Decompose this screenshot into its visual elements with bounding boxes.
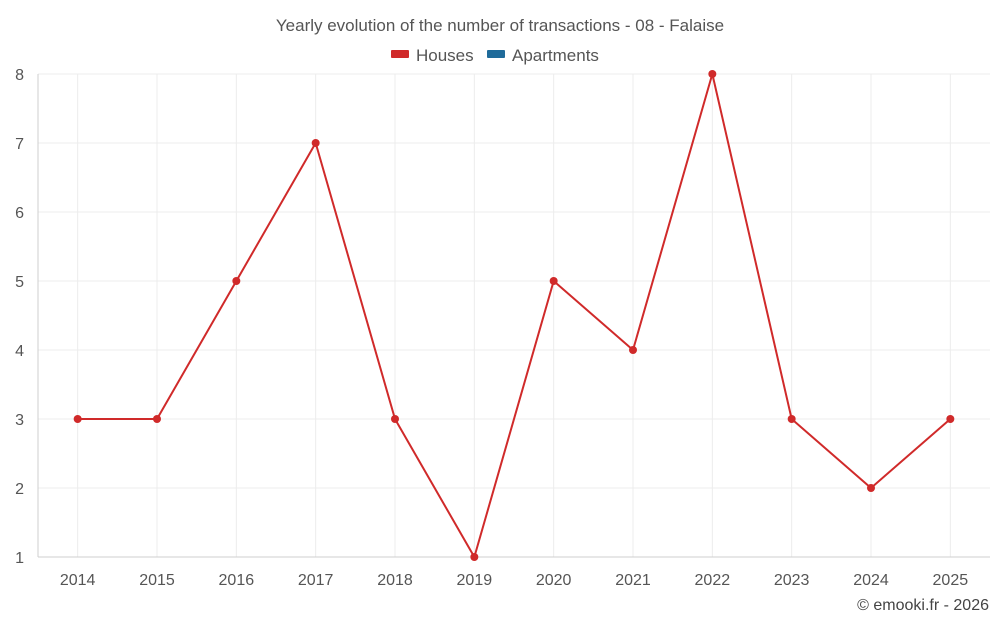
series-houses bbox=[73, 70, 955, 561]
legend-item-apartments[interactable]: Apartments bbox=[487, 46, 599, 65]
data-point-houses[interactable] bbox=[232, 277, 241, 285]
x-tick-label: 2023 bbox=[774, 572, 810, 589]
data-point-houses[interactable] bbox=[787, 415, 796, 423]
data-point-houses[interactable] bbox=[867, 484, 875, 492]
y-tick-label: 4 bbox=[15, 343, 24, 360]
data-point-houses[interactable] bbox=[391, 415, 399, 423]
axes bbox=[37, 74, 990, 558]
y-tick-label: 5 bbox=[15, 274, 24, 291]
y-tick-label: 7 bbox=[15, 136, 24, 153]
x-axis-ticks: 2014 2015 2016 2017 2018 2019 2020 2021 2022 2023… bbox=[60, 572, 968, 589]
y-tick-label: 1 bbox=[15, 550, 24, 567]
legend-swatch-apartments bbox=[487, 50, 505, 58]
x-tick-label: 2022 bbox=[695, 572, 731, 589]
chart-title: Yearly evolution of the number of transa… bbox=[276, 16, 724, 35]
x-tick-label: 2021 bbox=[615, 572, 651, 589]
x-tick-label: 2015 bbox=[139, 572, 175, 589]
x-tick-label: 2019 bbox=[457, 572, 493, 589]
data-point-houses[interactable] bbox=[153, 415, 161, 423]
legend[interactable]: Houses Apartments bbox=[391, 46, 599, 65]
series-line-houses bbox=[77, 73, 951, 558]
legend-label-apartments: Apartments bbox=[512, 46, 599, 65]
data-point-houses[interactable] bbox=[470, 553, 479, 561]
y-tick-label: 3 bbox=[15, 412, 24, 429]
x-tick-label: 2014 bbox=[60, 572, 96, 589]
x-tick-label: 2024 bbox=[853, 572, 889, 589]
data-point-houses[interactable] bbox=[311, 139, 320, 147]
credit-text: © emooki.fr - 2026 bbox=[857, 597, 989, 614]
y-tick-label: 8 bbox=[15, 67, 24, 84]
x-tick-label: 2017 bbox=[298, 572, 334, 589]
data-point-houses[interactable] bbox=[708, 70, 717, 78]
data-point-houses[interactable] bbox=[946, 415, 955, 423]
legend-label-houses: Houses bbox=[416, 46, 474, 65]
x-tick-label: 2018 bbox=[377, 572, 413, 589]
legend-swatch-houses bbox=[391, 50, 409, 58]
x-tick-label: 2016 bbox=[219, 572, 255, 589]
grid bbox=[38, 73, 990, 558]
y-tick-label: 6 bbox=[15, 205, 24, 222]
data-point-houses[interactable] bbox=[549, 277, 558, 285]
legend-item-houses[interactable]: Houses bbox=[391, 46, 474, 65]
x-tick-label: 2020 bbox=[536, 572, 572, 589]
x-tick-label: 2025 bbox=[933, 572, 969, 589]
data-point-houses[interactable] bbox=[73, 415, 82, 423]
data-point-houses[interactable] bbox=[629, 346, 637, 354]
y-axis-ticks: 1 2 3 4 5 6 7 8 bbox=[15, 67, 24, 567]
y-tick-label: 2 bbox=[15, 481, 24, 498]
